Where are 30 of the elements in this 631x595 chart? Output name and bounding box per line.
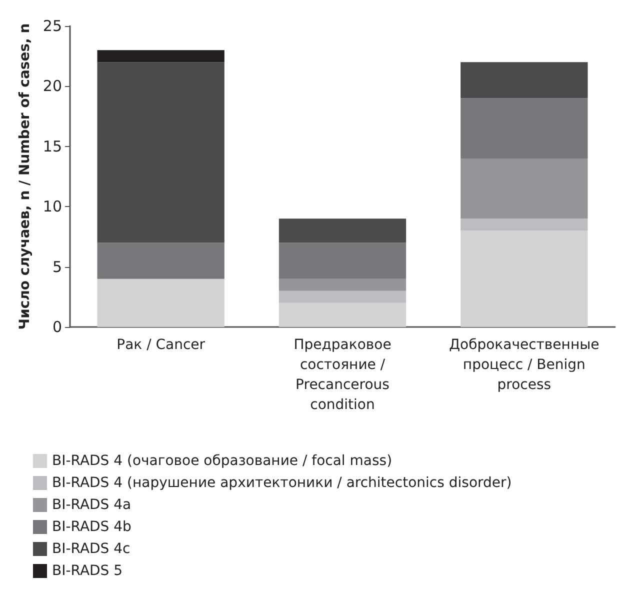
- x-tick-label: Рак / Cancer: [116, 337, 206, 353]
- legend-label: BI-RADS 4 (нарушение архитектоники / architectonics disorder): [52, 475, 512, 491]
- y-tick-label: 10: [42, 198, 62, 216]
- x-tick-label: Предраковое состояние / Precancerous condition: [294, 337, 392, 413]
- bar: [97, 50, 224, 62]
- bar: [460, 218, 588, 231]
- bar: [97, 242, 224, 279]
- y-tick-label: 20: [42, 77, 62, 96]
- legend-label: BI-RADS 5: [52, 563, 123, 579]
- y-tick-label: 25: [42, 17, 62, 35]
- legend-label: BI-RADS 4 (очаговое образование / focal mass): [52, 453, 392, 469]
- bar: [278, 302, 406, 327]
- bar: [460, 62, 588, 98]
- y-tick-label: 0: [52, 318, 62, 336]
- bar: [97, 278, 224, 327]
- y-axis-title: Число случаев, n / Number of cases, n: [17, 23, 33, 330]
- legend-label: BI-RADS 4a: [52, 497, 132, 513]
- bar: [278, 278, 406, 291]
- bar: [278, 218, 406, 243]
- bar: [97, 62, 224, 243]
- x-tick-label: Доброкачественные процесс / Benign process: [449, 337, 600, 393]
- bar: [460, 158, 588, 219]
- bar: [460, 98, 588, 158]
- legend-label: BI-RADS 4b: [52, 519, 132, 535]
- bar: [278, 290, 406, 303]
- y-tick-label: 5: [52, 258, 62, 276]
- bar: [460, 230, 588, 327]
- legend-label: BI-RADS 4c: [52, 541, 130, 557]
- y-tick-label: 15: [42, 137, 62, 156]
- bar: [278, 242, 406, 279]
